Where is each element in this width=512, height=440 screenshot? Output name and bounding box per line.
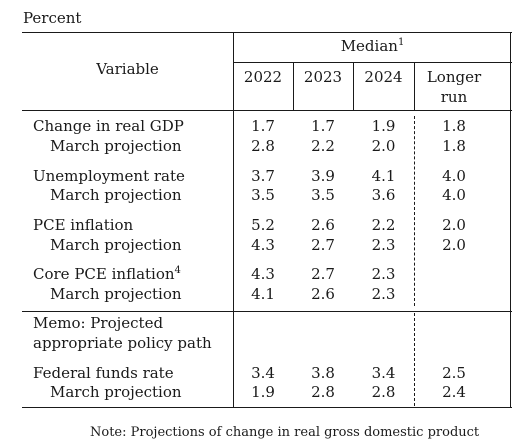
row-label: Federal funds rate: [33, 366, 174, 381]
cell-2022: 5.2: [233, 218, 293, 233]
row-label: Core PCE inflation4: [33, 267, 181, 282]
cell-2023: 2.7: [293, 238, 353, 253]
cell-longer-run: 2.5: [414, 366, 494, 381]
cell-longer-run: 4.0: [414, 188, 494, 203]
cell-2022: 1.7: [233, 119, 293, 134]
header-median-label: Median: [341, 37, 398, 55]
row-label-text: Core PCE inflation: [33, 265, 175, 283]
header-col-2023: 2023: [293, 70, 353, 85]
cell-longer-run: 2.4: [414, 385, 494, 400]
cell-2024: 1.9: [353, 119, 414, 134]
row-label: Unemployment rate: [33, 169, 185, 184]
cell-2023: 2.7: [293, 267, 353, 282]
row-label: March projection: [50, 238, 182, 253]
cell-2023: 2.2: [293, 139, 353, 154]
cell-2022: 4.3: [233, 267, 293, 282]
cell-2022: 3.7: [233, 169, 293, 184]
cell-2024: 3.6: [353, 188, 414, 203]
row-label: March projection: [50, 188, 182, 203]
table-caption: Percent: [23, 11, 81, 26]
header-col-run: run: [414, 90, 494, 105]
cell-longer-run: 4.0: [414, 169, 494, 184]
bottom-rule: [22, 407, 512, 408]
header-col-2024: 2024: [353, 70, 414, 85]
cell-2023: 1.7: [293, 119, 353, 134]
memo-line-2: appropriate policy path: [33, 336, 212, 351]
row-label: March projection: [50, 139, 182, 154]
cell-2023: 2.8: [293, 385, 353, 400]
cell-2023: 2.6: [293, 287, 353, 302]
cell-longer-run: 1.8: [414, 139, 494, 154]
cell-2022: 2.8: [233, 139, 293, 154]
cell-longer-run: 2.0: [414, 238, 494, 253]
row-label: PCE inflation: [33, 218, 133, 233]
cell-longer-run: 2.0: [414, 218, 494, 233]
cell-2024: 2.2: [353, 218, 414, 233]
median-rule: [233, 62, 512, 63]
memo-line-1: Memo: Projected: [33, 316, 163, 331]
cell-2023: 3.9: [293, 169, 353, 184]
header-median: Median1: [233, 39, 512, 54]
memo-top-rule: [22, 311, 512, 312]
cell-2023: 2.6: [293, 218, 353, 233]
cell-2024: 2.0: [353, 139, 414, 154]
cell-2024: 3.4: [353, 366, 414, 381]
cell-2022: 4.1: [233, 287, 293, 302]
cell-2024: 2.8: [353, 385, 414, 400]
cell-2022: 4.3: [233, 238, 293, 253]
header-col-2022: 2022: [233, 70, 293, 85]
cell-2024: 2.3: [353, 267, 414, 282]
header-col-longer: Longer: [414, 70, 494, 85]
cell-2024: 4.1: [353, 169, 414, 184]
right-edge: [510, 32, 511, 408]
header-median-footnote: 1: [398, 37, 404, 48]
cell-2023: 3.8: [293, 366, 353, 381]
cell-2022: 3.5: [233, 188, 293, 203]
cell-2022: 3.4: [233, 366, 293, 381]
cell-2022: 1.9: [233, 385, 293, 400]
top-rule: [22, 32, 512, 33]
cell-2023: 3.5: [293, 188, 353, 203]
cell-longer-run: 1.8: [414, 119, 494, 134]
header-bottom-rule: [22, 110, 512, 111]
row-label: March projection: [50, 287, 182, 302]
header-variable: Variable: [22, 62, 233, 77]
row-label: Change in real GDP: [33, 119, 184, 134]
header-variable-label: Variable: [96, 60, 159, 78]
cell-2024: 2.3: [353, 238, 414, 253]
row-label: March projection: [50, 385, 182, 400]
cell-2024: 2.3: [353, 287, 414, 302]
row-label-footnote: 4: [175, 265, 181, 276]
